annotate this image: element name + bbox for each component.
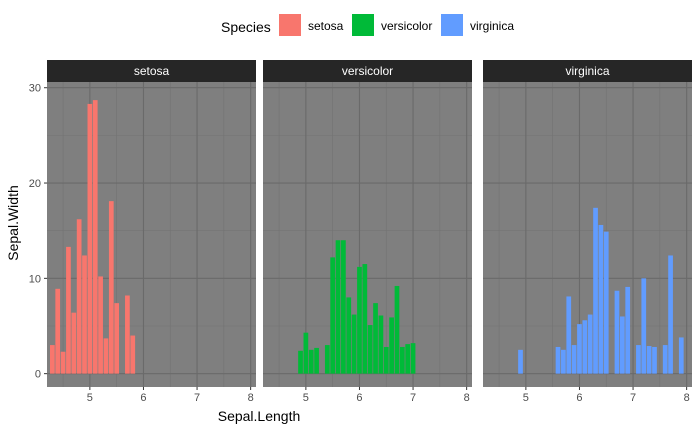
x-tick-label: 8 xyxy=(464,392,470,404)
x-tick-label: 8 xyxy=(684,392,690,404)
bar-setosa-8 xyxy=(92,100,98,374)
panel-background-versicolor xyxy=(263,82,472,387)
x-tick-label: 6 xyxy=(576,392,582,404)
bar-virginica-7 xyxy=(587,314,593,374)
bar-versicolor-11 xyxy=(362,264,368,374)
bar-virginica-19 xyxy=(668,255,673,374)
bar-setosa-1 xyxy=(55,288,61,374)
x-tick-label: 7 xyxy=(410,392,416,404)
bar-virginica-2 xyxy=(561,349,566,374)
legend-label-setosa: setosa xyxy=(308,19,344,33)
bar-virginica-4 xyxy=(571,345,577,374)
bar-setosa-0 xyxy=(50,345,55,374)
bar-versicolor-6 xyxy=(335,240,341,374)
bar-versicolor-18 xyxy=(399,346,405,374)
panel-setosa: setosa 5 6 7 8 xyxy=(47,60,256,404)
bar-virginica-5 xyxy=(577,324,582,374)
bar-virginica-20 xyxy=(678,337,684,374)
bar-setosa-7 xyxy=(87,103,93,374)
bar-versicolor-1 xyxy=(303,332,309,374)
bar-setosa-10 xyxy=(103,338,109,374)
bar-virginica-1 xyxy=(555,346,561,374)
x-tick-label: 8 xyxy=(248,392,254,404)
x-tick-label: 7 xyxy=(630,392,636,404)
bar-virginica-15 xyxy=(641,278,647,374)
bar-versicolor-4 xyxy=(324,345,330,374)
bar-virginica-9 xyxy=(598,224,604,374)
bar-versicolor-19 xyxy=(405,344,411,374)
facet-strip-setosa xyxy=(47,60,256,82)
bar-setosa-2 xyxy=(60,351,66,374)
bar-versicolor-20 xyxy=(410,343,416,374)
bar-versicolor-5 xyxy=(330,257,336,374)
bar-setosa-4 xyxy=(71,312,77,374)
bar-virginica-10 xyxy=(603,231,609,374)
bar-versicolor-14 xyxy=(378,315,384,374)
legend-key-setosa xyxy=(279,14,301,36)
facet-strip-label-versicolor: versicolor xyxy=(342,64,393,78)
panel-virginica: virginica 5 6 7 8 xyxy=(483,60,692,404)
bar-versicolor-2 xyxy=(308,349,314,374)
x-tick-label: 6 xyxy=(356,392,362,404)
bar-virginica-13 xyxy=(625,286,631,374)
bar-virginica-3 xyxy=(566,296,572,374)
x-tick-label: 5 xyxy=(87,392,93,404)
legend-title: Species xyxy=(221,19,271,35)
legend-label-versicolor: versicolor xyxy=(381,19,432,33)
bar-setosa-13 xyxy=(125,295,130,374)
bar-versicolor-3 xyxy=(314,347,319,374)
bar-versicolor-17 xyxy=(394,285,400,374)
bar-setosa-5 xyxy=(76,219,82,374)
bar-versicolor-13 xyxy=(373,303,378,374)
bar-virginica-12 xyxy=(619,316,625,374)
bar-virginica-0 xyxy=(518,349,523,374)
bar-versicolor-8 xyxy=(346,297,352,374)
bar-setosa-9 xyxy=(98,276,103,374)
bar-versicolor-9 xyxy=(351,314,357,374)
x-tick-label: 5 xyxy=(303,392,309,404)
legend-key-versicolor xyxy=(352,14,374,36)
y-tick-label: 0 xyxy=(35,369,41,381)
bar-versicolor-12 xyxy=(367,325,373,374)
x-axis-title: Sepal.Length xyxy=(218,408,301,424)
y-tick-label: 20 xyxy=(29,178,41,190)
facet-strip-label-setosa: setosa xyxy=(134,64,170,78)
bar-virginica-8 xyxy=(593,207,598,374)
bar-setosa-3 xyxy=(66,246,71,374)
y-axis: 0 10 20 30 xyxy=(29,83,47,381)
legend-key-virginica xyxy=(441,14,463,36)
facet-strip-label-virginica: virginica xyxy=(565,64,609,78)
bar-versicolor-16 xyxy=(389,317,394,374)
x-tick-label: 5 xyxy=(523,392,529,404)
bar-virginica-14 xyxy=(636,345,641,374)
bar-versicolor-7 xyxy=(341,240,346,374)
bar-versicolor-0 xyxy=(298,350,303,374)
bar-setosa-14 xyxy=(130,335,136,374)
panel-versicolor: versicolor 5 6 7 8 xyxy=(263,60,472,404)
bar-virginica-17 xyxy=(652,346,657,374)
legend-label-virginica: virginica xyxy=(470,19,514,33)
bar-setosa-11 xyxy=(108,201,114,374)
facet-strip-versicolor xyxy=(263,60,472,82)
bar-virginica-11 xyxy=(614,290,620,374)
facet-strip-virginica xyxy=(483,60,692,82)
bar-virginica-6 xyxy=(582,320,588,374)
y-tick-label: 30 xyxy=(29,83,41,95)
bar-setosa-6 xyxy=(82,255,87,374)
bar-virginica-18 xyxy=(662,345,668,374)
bar-setosa-12 xyxy=(114,303,120,374)
y-tick-label: 10 xyxy=(29,273,41,285)
x-tick-label: 6 xyxy=(140,392,146,404)
x-tick-label: 7 xyxy=(194,392,200,404)
panel-background-setosa xyxy=(47,82,256,387)
y-axis-title: Sepal.Width xyxy=(5,185,21,260)
panel-background-virginica xyxy=(483,82,692,387)
bar-versicolor-15 xyxy=(383,346,389,374)
bar-versicolor-10 xyxy=(357,266,362,374)
bar-virginica-16 xyxy=(646,346,652,374)
